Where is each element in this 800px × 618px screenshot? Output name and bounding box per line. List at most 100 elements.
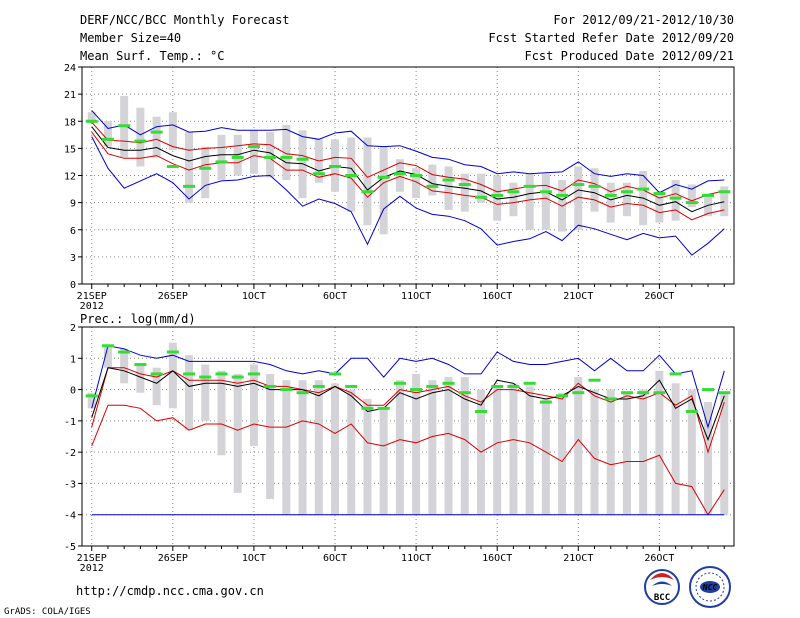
prec-observed-mark-13 bbox=[296, 391, 309, 395]
temp-observed-mark-29 bbox=[556, 193, 569, 197]
temp-observed-mark-35 bbox=[653, 192, 666, 196]
temp-observed-mark-0 bbox=[85, 119, 98, 123]
temp-range-box-31 bbox=[590, 168, 599, 212]
prec-xtick-label-0: 21SEP bbox=[77, 553, 107, 564]
prec-observed-mark-1 bbox=[101, 344, 114, 348]
prec-range-box-33 bbox=[622, 392, 631, 515]
temp-observed-mark-2 bbox=[118, 124, 131, 128]
prec-observed-mark-8 bbox=[215, 372, 228, 376]
temp-observed-mark-26 bbox=[507, 190, 520, 194]
ncc-logo-inner-ring bbox=[695, 572, 725, 602]
prec-range-box-8 bbox=[217, 370, 226, 456]
prec-range-box-14 bbox=[314, 380, 323, 515]
temp-observed-mark-28 bbox=[539, 190, 552, 194]
prec-range-box-31 bbox=[590, 389, 599, 515]
prec-range-box-6 bbox=[185, 355, 194, 431]
temp-range-box-35 bbox=[655, 191, 664, 223]
prec-observed-mark-33 bbox=[620, 391, 633, 395]
temp-ytick-label-7: 21 bbox=[64, 90, 76, 101]
temp-observed-mark-18 bbox=[377, 175, 390, 179]
temp-range-box-23 bbox=[460, 173, 469, 212]
prec-observed-mark-15 bbox=[329, 372, 342, 376]
temp-observed-mark-14 bbox=[312, 172, 325, 176]
temp-observed-mark-9 bbox=[231, 155, 244, 159]
prec-observed-mark-16 bbox=[345, 384, 358, 388]
prec-range-box-17 bbox=[363, 398, 372, 515]
prec-observed-mark-32 bbox=[604, 397, 617, 401]
prec-range-box-30 bbox=[574, 377, 583, 515]
temp-range-box-20 bbox=[412, 168, 421, 199]
prec-observed-mark-17 bbox=[361, 406, 374, 410]
prec-range-box-13 bbox=[298, 380, 307, 515]
temp-observed-mark-24 bbox=[474, 195, 487, 199]
prec-observed-mark-24 bbox=[474, 409, 487, 413]
temp-observed-mark-31 bbox=[588, 184, 601, 188]
source-url[interactable]: http://cmdp.ncc.cma.gov.cn bbox=[76, 584, 264, 598]
temp-observed-mark-25 bbox=[491, 193, 504, 197]
temp-range-box-10 bbox=[249, 130, 258, 174]
temp-observed-mark-37 bbox=[685, 201, 698, 205]
prec-observed-mark-18 bbox=[377, 406, 390, 410]
temp-range-box-32 bbox=[606, 182, 615, 223]
temp-range-box-24 bbox=[476, 173, 485, 203]
temp-observed-mark-39 bbox=[718, 190, 731, 194]
prec-observed-mark-20 bbox=[410, 388, 423, 392]
prec-max-line bbox=[91, 345, 725, 429]
temp-max-line bbox=[91, 110, 725, 194]
temp-observed-mark-7 bbox=[199, 166, 212, 170]
temp-observed-mark-22 bbox=[442, 178, 455, 182]
temp-observed-mark-13 bbox=[296, 157, 309, 161]
temp-xtick-label-7: 26OCT bbox=[644, 291, 674, 302]
ncc-logo-center bbox=[700, 581, 720, 593]
prec-range-box-22 bbox=[444, 377, 453, 515]
temp-range-box-30 bbox=[574, 166, 583, 230]
temp-observed-mark-16 bbox=[345, 174, 358, 177]
prec-range-box-9 bbox=[233, 373, 242, 493]
temp-xtick-label-5: 16OCT bbox=[482, 291, 512, 302]
forecast-period: For 2012/09/21-2012/10/30 bbox=[553, 13, 734, 27]
temp-ytick-label-4: 12 bbox=[64, 172, 76, 183]
temp-ytick-label-6: 18 bbox=[64, 117, 76, 128]
temp-ytick-label-5: 15 bbox=[64, 144, 76, 155]
prec-observed-mark-36 bbox=[669, 372, 682, 376]
prec-observed-mark-0 bbox=[85, 394, 98, 398]
prec-range-box-39 bbox=[720, 392, 729, 515]
temp-observed-mark-6 bbox=[183, 184, 196, 188]
temp-range-box-12 bbox=[282, 124, 291, 181]
prec-observed-mark-14 bbox=[312, 384, 325, 388]
prec-xtick-label-7: 26OCT bbox=[644, 553, 674, 564]
prec-range-box-2 bbox=[120, 348, 129, 384]
temp-frame bbox=[81, 66, 735, 285]
prec-range-box-35 bbox=[655, 370, 664, 515]
prec-observed-mark-34 bbox=[637, 391, 650, 395]
prec-observed-mark-27 bbox=[523, 381, 536, 385]
temp-observed-mark-30 bbox=[572, 183, 585, 187]
temp-range-box-21 bbox=[428, 164, 437, 196]
prec-observed-mark-10 bbox=[247, 372, 260, 376]
prec-ytick-label-0: -5 bbox=[64, 542, 76, 553]
prec-observed-mark-19 bbox=[393, 381, 406, 385]
prec-observed-mark-39 bbox=[718, 391, 731, 395]
prec-ytick-label-7: 2 bbox=[70, 323, 76, 334]
temp-ytick-label-0: 0 bbox=[70, 280, 76, 291]
temp-range-box-25 bbox=[493, 175, 502, 221]
prec-range-box-11 bbox=[266, 373, 275, 500]
prec-observed-mark-11 bbox=[264, 384, 277, 388]
temp-mean-line bbox=[91, 126, 725, 213]
prec-range-box-1 bbox=[103, 345, 112, 368]
prec-range-box-38 bbox=[704, 402, 713, 515]
temp-range-box-39 bbox=[720, 186, 729, 217]
temp-observed-mark-10 bbox=[247, 145, 260, 149]
temp-year-label: 2012 bbox=[80, 301, 104, 312]
prec-xtick-label-1: 26SEP bbox=[158, 553, 188, 564]
prec-observed-mark-12 bbox=[280, 388, 293, 392]
temp-observed-mark-3 bbox=[134, 139, 147, 143]
precipitation-variable-label: Prec.: log(mm/d) bbox=[80, 312, 196, 326]
temp-ytick-label-2: 6 bbox=[70, 226, 76, 237]
prec-observed-mark-30 bbox=[572, 391, 585, 395]
prec-xtick-label-6: 21OCT bbox=[563, 553, 593, 564]
temp-xtick-label-3: 6OCT bbox=[323, 291, 347, 302]
prec-range-box-4 bbox=[152, 367, 161, 406]
temp-observed-mark-32 bbox=[604, 193, 617, 197]
temp-xtick-label-1: 26SEP bbox=[158, 291, 188, 302]
